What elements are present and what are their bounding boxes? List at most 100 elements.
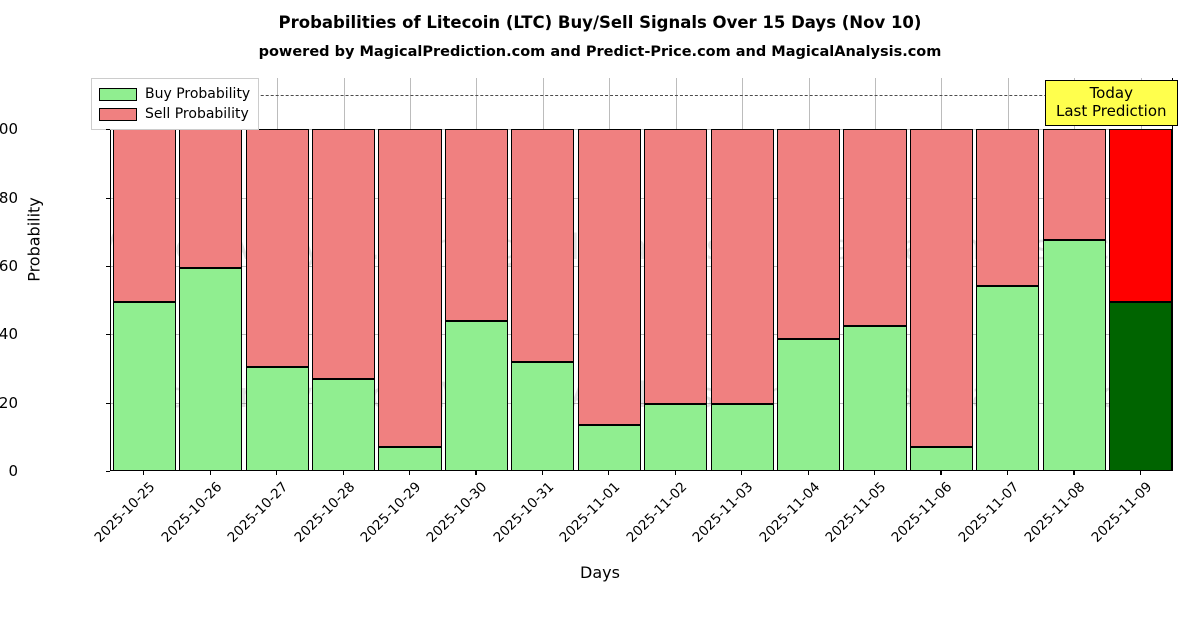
y-tick-mark [106,471,110,473]
bar-group[interactable] [777,78,841,470]
bar-segment-sell[interactable] [777,129,841,340]
bar-group[interactable] [909,78,974,470]
bar-segment-sell[interactable] [976,129,1040,287]
bar-segment-buy[interactable] [179,267,243,470]
bar-segment-buy[interactable] [511,361,575,470]
bar-segment-buy[interactable] [976,286,1040,470]
y-tick-label: 100 [0,120,18,139]
chart-figure: Probabilities of Litecoin (LTC) Buy/Sell… [0,13,1178,582]
y-tick-label: 80 [0,188,18,207]
legend-item-buy: Buy Probability [99,84,250,104]
x-tick-label: 2025-10-27 [224,479,292,546]
y-tick-label: 60 [0,256,18,275]
bar-segment-buy[interactable] [311,378,376,470]
y-tick-mark [106,402,110,404]
bar-segment-buy[interactable] [710,404,774,470]
today-annotation-line1: Today [1089,84,1133,102]
y-tick-mark [106,265,110,268]
bar-segment-buy[interactable] [245,366,309,470]
x-tick-mark [741,471,743,475]
y-tick-label: 40 [0,325,18,344]
bar-group[interactable] [843,78,907,470]
x-tick-mark [874,471,876,475]
bar-segment-sell[interactable] [1109,129,1172,302]
bar-segment-buy[interactable] [577,424,641,470]
legend-label-sell: Sell Probability [145,106,249,122]
bar-segment-sell[interactable] [644,129,708,405]
bar-segment-buy[interactable] [1042,240,1106,470]
x-tick-mark [143,471,145,475]
chart-legend: Buy Probability Sell Probability [91,78,260,130]
bar-segment-buy[interactable] [378,447,442,470]
chart-subtitle: powered by MagicalPrediction.com and Pre… [258,44,942,60]
legend-swatch-sell [99,107,137,121]
bar-segment-sell[interactable] [311,129,376,379]
bar-group[interactable] [976,78,1040,470]
x-tick-mark [1073,471,1075,475]
x-tick-label: 2025-11-03 [689,479,757,546]
bar-group[interactable] [378,78,442,470]
today-annotation-line2: Last Prediction [1056,101,1167,120]
y-gridline [111,334,1172,336]
x-tick-mark [475,471,477,475]
x-tick-mark [674,471,676,475]
reference-line [111,95,1172,97]
bar-segment-buy[interactable] [909,447,974,470]
y-gridline [111,129,1172,131]
bar-group[interactable] [311,78,376,470]
bar-segment-sell[interactable] [444,129,508,321]
bar-segment-sell[interactable] [245,129,309,367]
bar-group[interactable] [112,78,176,470]
y-axis-label: Probability [24,197,44,282]
bar-segment-buy[interactable] [1109,301,1172,470]
bar-group[interactable] [444,78,508,470]
y-gridline [111,265,1172,267]
x-axis-label: Days [580,563,620,582]
x-tick-label: 2025-11-09 [1088,479,1156,546]
x-tick-mark [342,471,344,475]
bar-segment-sell[interactable] [112,129,176,302]
chart-title: Probabilities of Litecoin (LTC) Buy/Sell… [278,13,922,32]
x-tick-mark [608,471,610,475]
bar-segment-sell[interactable] [909,129,974,448]
bar-group[interactable] [577,78,641,470]
bar-group[interactable] [245,78,309,470]
bar-group[interactable] [179,78,243,470]
bar-segment-sell[interactable] [577,129,641,425]
y-tick-label: 20 [0,393,18,412]
legend-swatch-buy [99,87,137,101]
bar-segment-buy[interactable] [444,320,508,470]
bar-segment-sell[interactable] [710,129,774,405]
x-tick-mark [541,471,544,475]
bar-group[interactable] [511,78,575,470]
x-tick-mark [1006,471,1009,475]
bar-group[interactable] [644,78,708,470]
bar-segment-sell[interactable] [378,129,442,448]
bar-segment-buy[interactable] [843,325,907,470]
today-annotation: Today Last Prediction [1045,80,1178,127]
y-tick-mark [106,129,110,131]
y-tick-mark [106,334,110,336]
bar-segment-buy[interactable] [777,339,841,470]
x-tick-mark [1139,471,1141,475]
legend-label-buy: Buy Probability [145,86,251,102]
bar-segment-sell[interactable] [1042,129,1106,241]
bar-segment-sell[interactable] [179,129,243,268]
bar-segment-buy[interactable] [112,301,176,470]
bar-segment-buy[interactable] [644,404,708,470]
x-tick-label: 2025-10-25 [91,479,159,546]
y-gridline [111,402,1172,404]
x-tick-mark [408,471,411,475]
x-tick-mark [276,471,278,475]
plot-clip: MagicalAnalysis.comMagicalAnalysis.comMa… [111,78,1172,470]
bar-segment-sell[interactable] [843,129,907,326]
bar-group[interactable] [1042,78,1106,470]
y-tick-label: 0 [8,462,18,480]
plot-area: MagicalAnalysis.comMagicalAnalysis.comMa… [110,78,1173,471]
bar-group[interactable] [1109,78,1172,470]
x-tick-mark [940,471,942,475]
y-tick-mark [106,197,110,199]
bar-segment-sell[interactable] [511,129,575,362]
x-tick-mark [209,471,211,475]
bar-group[interactable] [710,78,774,470]
